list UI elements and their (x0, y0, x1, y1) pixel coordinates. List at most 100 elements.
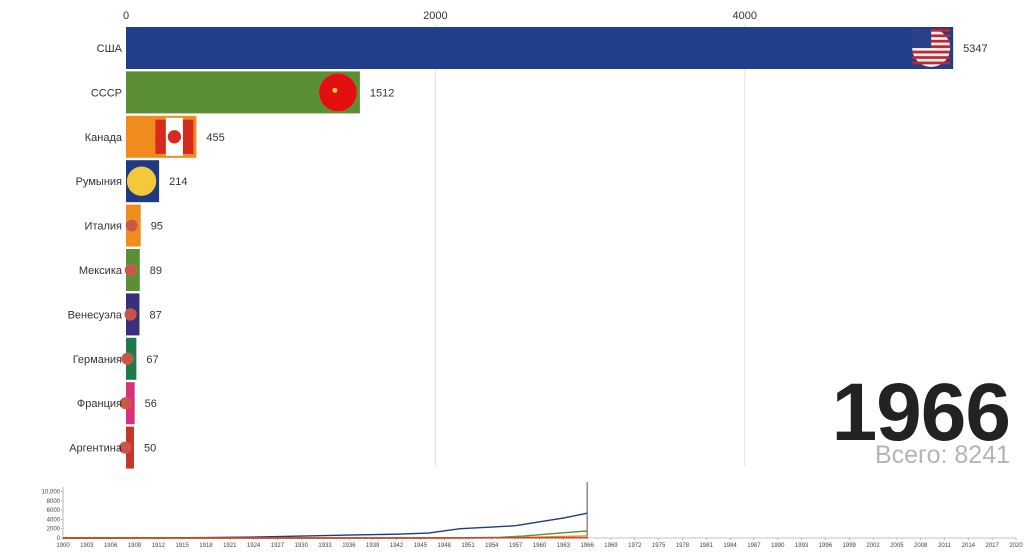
x-tick-label: 1975 (652, 543, 666, 549)
value-label: 67 (146, 354, 158, 366)
x-tick-label: 2000 (423, 10, 447, 22)
bar (126, 27, 954, 69)
flag-emblem (332, 87, 338, 93)
x-tick-label: 1996 (819, 543, 833, 549)
category-label: Венесуэла (68, 309, 123, 321)
flag-band (182, 119, 194, 154)
italy-flag-icon (125, 219, 138, 232)
x-tick-label: 1924 (247, 543, 261, 549)
x-tick-label: 2020 (1009, 543, 1023, 549)
flag-stripe (912, 50, 951, 54)
year-label: 1966 (831, 367, 1011, 458)
x-tick-label: 1942 (390, 543, 404, 549)
series-line (62, 512, 588, 539)
category-label: США (97, 43, 123, 55)
y-tick-label: 2000 (47, 527, 61, 533)
flag-field (119, 441, 131, 454)
x-tick-label: 2011 (938, 543, 952, 549)
x-tick-label: 2005 (890, 543, 904, 549)
value-label: 214 (169, 176, 187, 188)
x-tick-label: 1972 (628, 543, 642, 549)
france-flag-icon (119, 397, 132, 410)
flag-leaf (167, 130, 182, 144)
value-label: 87 (149, 309, 161, 321)
flag-field (121, 352, 134, 365)
value-label: 1512 (370, 87, 394, 99)
category-label: Аргентина (69, 443, 123, 455)
y-tick-label: 10,000 (42, 490, 61, 496)
flag-band (155, 119, 166, 154)
total-label: Всего: 8241 (874, 441, 1010, 469)
x-tick-label: 0 (123, 10, 129, 22)
x-tick-label: 1951 (461, 543, 475, 549)
x-tick-label: 1903 (80, 543, 94, 549)
x-tick-label: 1990 (771, 543, 785, 549)
x-tick-label: 1999 (843, 543, 857, 549)
germany-flag-icon (121, 352, 134, 365)
x-tick-label: 1963 (557, 543, 571, 549)
x-tick-label: 1969 (604, 543, 618, 549)
x-tick-label: 1921 (223, 543, 237, 549)
x-tick-label: 1987 (747, 543, 761, 549)
x-tick-label: 1933 (318, 543, 332, 549)
x-tick-label: 1900 (56, 543, 70, 549)
x-tick-label: 1918 (199, 543, 213, 549)
x-tick-label: 1945 (414, 543, 428, 549)
y-tick-label: 0 (57, 536, 61, 542)
x-tick-label: 1909 (128, 543, 142, 549)
value-label: 95 (151, 221, 163, 233)
x-tick-label: 1993 (795, 543, 809, 549)
x-tick-label: 4000 (733, 10, 757, 22)
value-label: 455 (206, 132, 224, 144)
x-tick-label: 2017 (985, 543, 999, 549)
x-tick-label: 1912 (152, 543, 166, 549)
category-label: Румыния (76, 176, 122, 188)
x-tick-label: 1981 (700, 543, 714, 549)
category-label: Канада (85, 132, 123, 144)
x-tick-label: 1978 (676, 543, 690, 549)
venezuela-flag-icon (124, 308, 137, 321)
value-label: 50 (144, 443, 156, 455)
x-tick-label: 1966 (580, 543, 594, 549)
x-tick-label: 1930 (295, 543, 309, 549)
x-tick-label: 1948 (438, 543, 452, 549)
x-tick-label: 2002 (866, 543, 880, 549)
flag-field (124, 264, 137, 276)
category-label: Италия (85, 221, 123, 233)
flag-field (127, 166, 157, 196)
bar-chart-race: 0 2000 4000 США 5347 СССР 1512 Канада 455 Румыния… (68, 10, 988, 469)
flag-stripe (912, 56, 951, 59)
value-label: 56 (145, 398, 157, 410)
category-label: Франция (77, 398, 122, 410)
x-tick-label: 1915 (175, 543, 189, 549)
flag-stripe (912, 61, 951, 65)
value-label: 89 (150, 265, 162, 277)
category-label: Германия (73, 354, 122, 366)
x-tick-label: 2014 (962, 543, 976, 549)
x-tick-label: 1960 (533, 543, 547, 549)
argentina-flag-icon (119, 441, 131, 454)
value-label: 5347 (963, 43, 987, 55)
category-label: Мексика (79, 265, 123, 277)
flag-field (119, 397, 132, 410)
x-tick-label: 1984 (723, 543, 737, 549)
canada-flag-icon (155, 117, 194, 156)
ussr-flag-icon (318, 73, 357, 112)
romania-flag-icon (127, 166, 157, 196)
y-tick-label: 4000 (47, 517, 61, 523)
category-label: СССР (91, 87, 122, 99)
flag-field (125, 219, 138, 232)
flag-field (318, 73, 357, 112)
mexico-flag-icon (124, 264, 137, 276)
x-tick-label: 1939 (366, 543, 380, 549)
x-tick-label: 1954 (485, 543, 499, 549)
flag-canton (912, 29, 932, 48)
x-tick-label: 1927 (271, 543, 285, 549)
x-tick-label: 1906 (104, 543, 118, 549)
flag-field (124, 308, 137, 321)
y-tick-label: 8000 (47, 499, 61, 505)
x-tick-label: 1957 (509, 543, 523, 549)
us-flag-icon (912, 29, 951, 67)
x-tick-label: 1936 (342, 543, 356, 549)
